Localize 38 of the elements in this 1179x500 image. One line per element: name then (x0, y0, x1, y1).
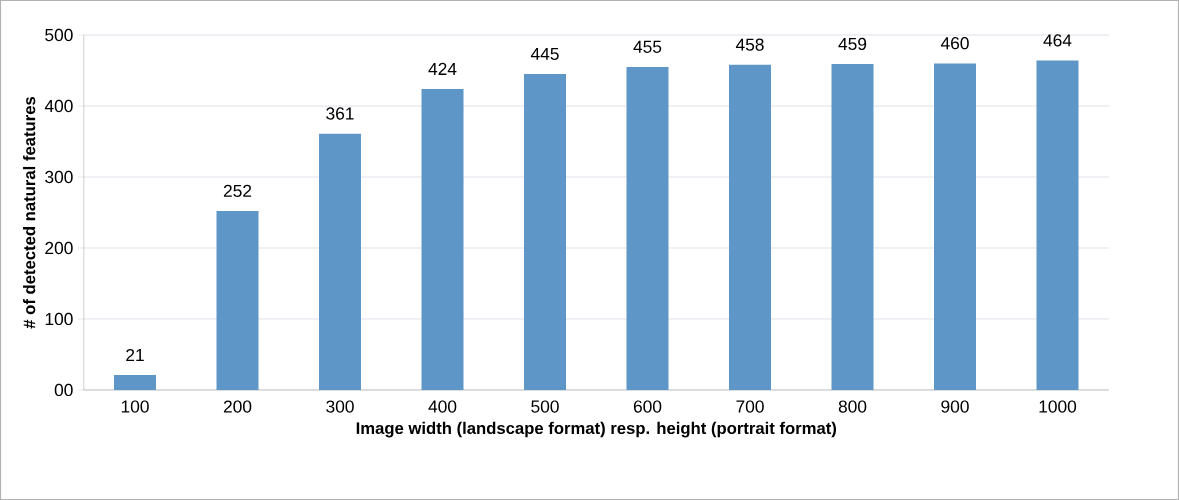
bar (626, 66, 669, 390)
x-tick-label: 200 (223, 400, 252, 413)
bar (421, 88, 464, 390)
y-tick-label: 200 (45, 241, 73, 255)
data-label: 455 (633, 40, 662, 53)
data-label: 445 (530, 47, 559, 61)
data-label: 464 (1043, 34, 1072, 47)
bar (216, 211, 259, 390)
data-label: 459 (838, 37, 867, 51)
y-tick-label: 300 (45, 170, 73, 184)
data-label: 460 (940, 37, 969, 50)
y-tick-label: 00 (54, 383, 73, 397)
data-label: 458 (735, 38, 764, 51)
x-tick-label: 300 (326, 400, 354, 413)
y-tick-label: 500 (45, 28, 73, 42)
x-tick-label: 700 (736, 400, 764, 413)
x-axis-title: Image width (landscape format) resp. height (portrait format) (356, 421, 837, 438)
data-label: 252 (223, 184, 252, 198)
bar (524, 74, 567, 390)
bar (319, 133, 362, 390)
y-tick-label: 400 (44, 99, 73, 113)
x-tick-label: 1000 (1039, 400, 1077, 413)
x-tick-label: 500 (531, 400, 559, 413)
x-tick-label: 400 (428, 400, 457, 413)
x-tick-label: 900 (941, 400, 969, 413)
x-tick-label: 100 (121, 400, 149, 413)
x-tick-label: 800 (838, 400, 867, 413)
data-label: 361 (326, 107, 354, 120)
data-label: 21 (126, 348, 144, 362)
data-label: 424 (428, 62, 457, 75)
bar (934, 63, 976, 390)
bar (831, 64, 874, 390)
y-axis-title: # of detected natural features (23, 96, 36, 329)
x-tick-label: 600 (633, 400, 662, 413)
bar (729, 64, 771, 390)
bar (114, 375, 157, 390)
bar (1036, 60, 1079, 390)
y-tick-label: 100 (45, 312, 73, 326)
